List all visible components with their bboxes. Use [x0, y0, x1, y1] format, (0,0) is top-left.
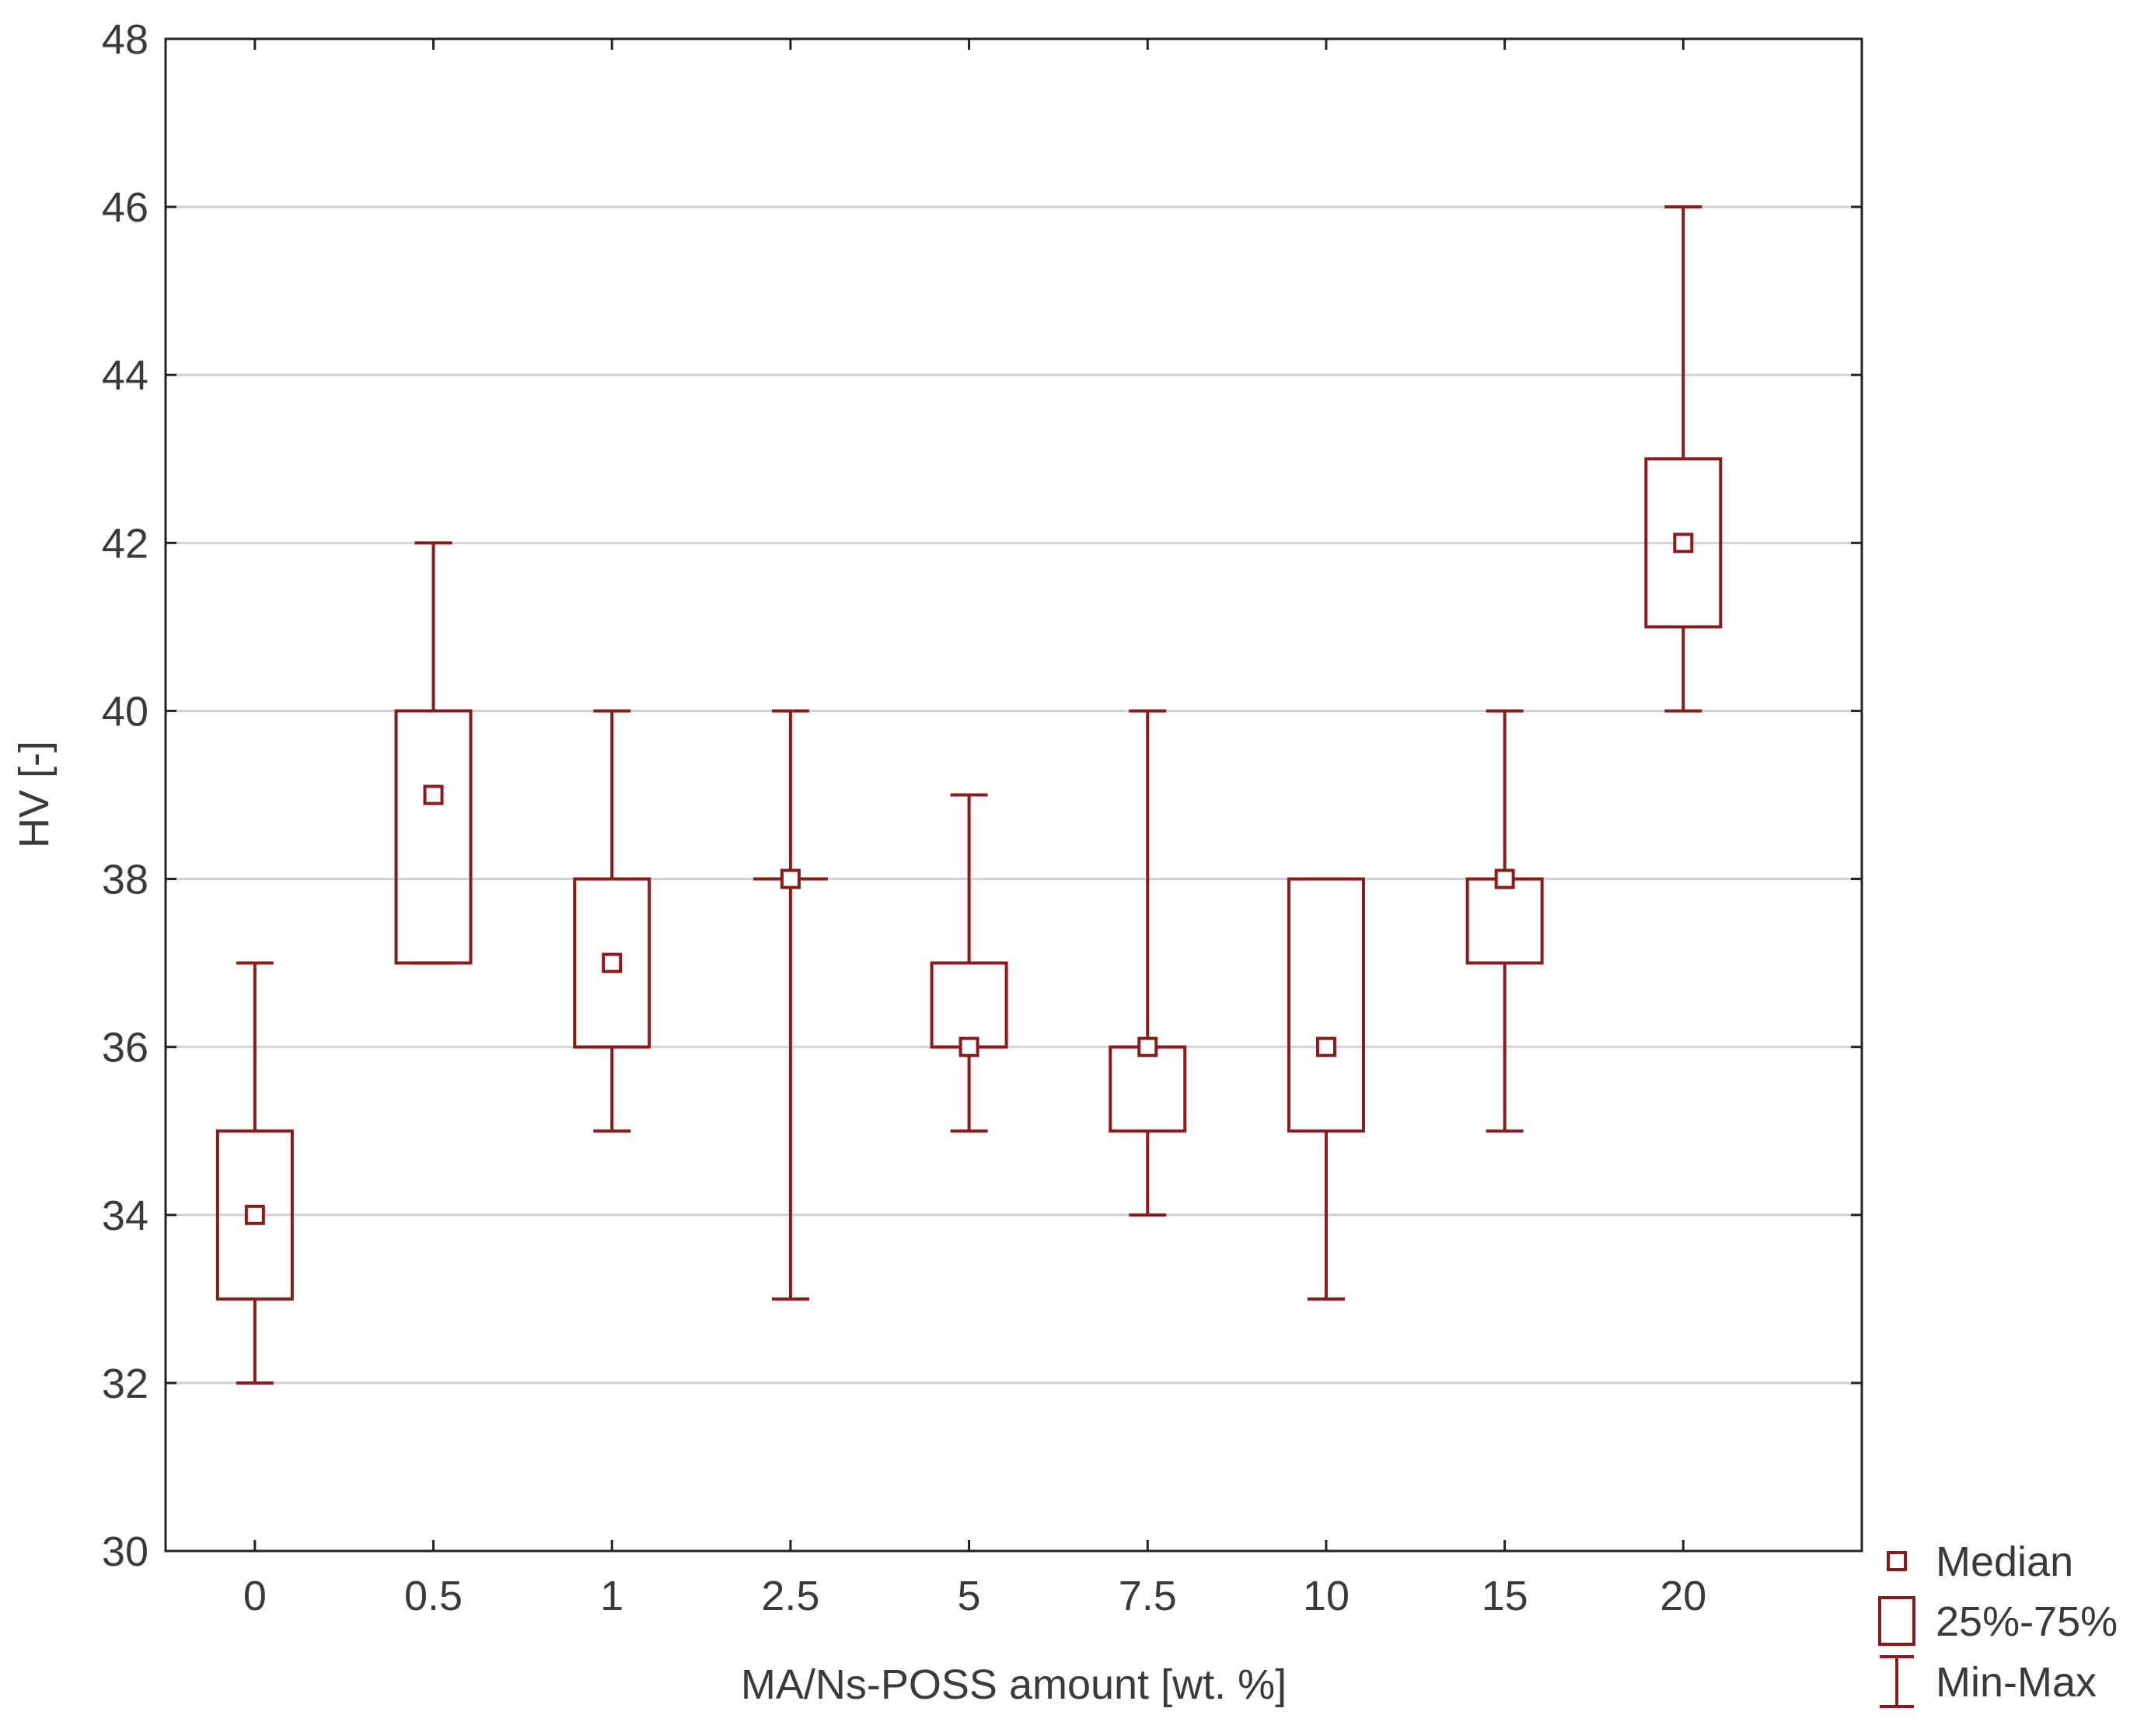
- median-marker: [780, 868, 801, 889]
- legend: Median 25%-75% Min-Max: [1878, 1539, 2118, 1708]
- box-item: [1109, 709, 1187, 1217]
- median-marker: [1137, 1036, 1158, 1057]
- box-item: [573, 709, 651, 1133]
- median-marker: [423, 784, 444, 805]
- box-series: [215, 205, 1723, 1385]
- x-axis-ticks: 0 0.5 1 2.5 5 7.5 10 15 20: [243, 39, 1706, 1619]
- iqr-box: [215, 1129, 294, 1301]
- legend-label: Min-Max: [1936, 1659, 2097, 1706]
- median-marker: [1315, 1036, 1336, 1057]
- box-item: [1287, 877, 1365, 1301]
- y-tick-label: 46: [102, 184, 148, 231]
- y-axis-ticks: 30 32 34 36 38 40 42 44 46 48: [102, 16, 1862, 1575]
- iqr-box: [573, 877, 651, 1049]
- x-tick-label: 5: [958, 1573, 981, 1619]
- iqr-box: [1109, 1045, 1187, 1133]
- x-tick-label: 7.5: [1119, 1573, 1177, 1619]
- x-tick-label: 1: [600, 1573, 623, 1619]
- y-tick-label: 34: [102, 1193, 148, 1239]
- legend-item-median: Median: [1887, 1539, 2073, 1585]
- box-item: [1465, 709, 1544, 1133]
- x-tick-label: 2.5: [761, 1573, 819, 1619]
- x-axis-title: MA/Ns-POSS amount [wt. %]: [741, 1661, 1287, 1708]
- legend-median-symbol: [1887, 1551, 1907, 1571]
- x-tick-label: 15: [1482, 1573, 1528, 1619]
- y-tick-label: 40: [102, 688, 148, 735]
- box-item: [215, 961, 294, 1385]
- x-tick-label: 0.5: [404, 1573, 463, 1619]
- box-item: [394, 541, 473, 965]
- legend-label: 25%-75%: [1936, 1598, 2118, 1645]
- x-tick-label: 10: [1303, 1573, 1350, 1619]
- grid-lines: [166, 205, 1862, 1385]
- x-tick-label: 20: [1660, 1573, 1706, 1619]
- legend-label: Median: [1936, 1539, 2073, 1585]
- y-tick-label: 48: [102, 16, 148, 63]
- iqr-box: [1644, 457, 1723, 629]
- y-tick-label: 42: [102, 520, 148, 567]
- median-marker: [959, 1036, 979, 1057]
- iqr-box: [1287, 877, 1365, 1133]
- iqr-box: [1465, 877, 1544, 965]
- legend-item-whisker: Min-Max: [1880, 1655, 2097, 1708]
- x-tick-label: 0: [243, 1573, 267, 1619]
- box-item: [753, 709, 828, 1301]
- box-item: [1644, 205, 1723, 713]
- box-item: [930, 793, 1008, 1133]
- y-tick-label: 30: [102, 1528, 148, 1575]
- y-tick-label: 36: [102, 1025, 148, 1071]
- legend-box-symbol: [1878, 1596, 1915, 1646]
- median-marker: [602, 952, 623, 973]
- y-tick-label: 38: [102, 857, 148, 903]
- median-marker: [1494, 868, 1515, 889]
- iqr-box: [394, 709, 473, 965]
- median-marker: [1673, 533, 1694, 554]
- plot-frame: [164, 37, 1863, 1553]
- iqr-box: [930, 961, 1008, 1049]
- legend-item-box: 25%-75%: [1878, 1596, 2118, 1646]
- median-marker: [244, 1204, 265, 1225]
- y-tick-label: 32: [102, 1361, 148, 1407]
- y-axis-title: HV [-]: [11, 741, 58, 848]
- y-tick-label: 44: [102, 352, 148, 399]
